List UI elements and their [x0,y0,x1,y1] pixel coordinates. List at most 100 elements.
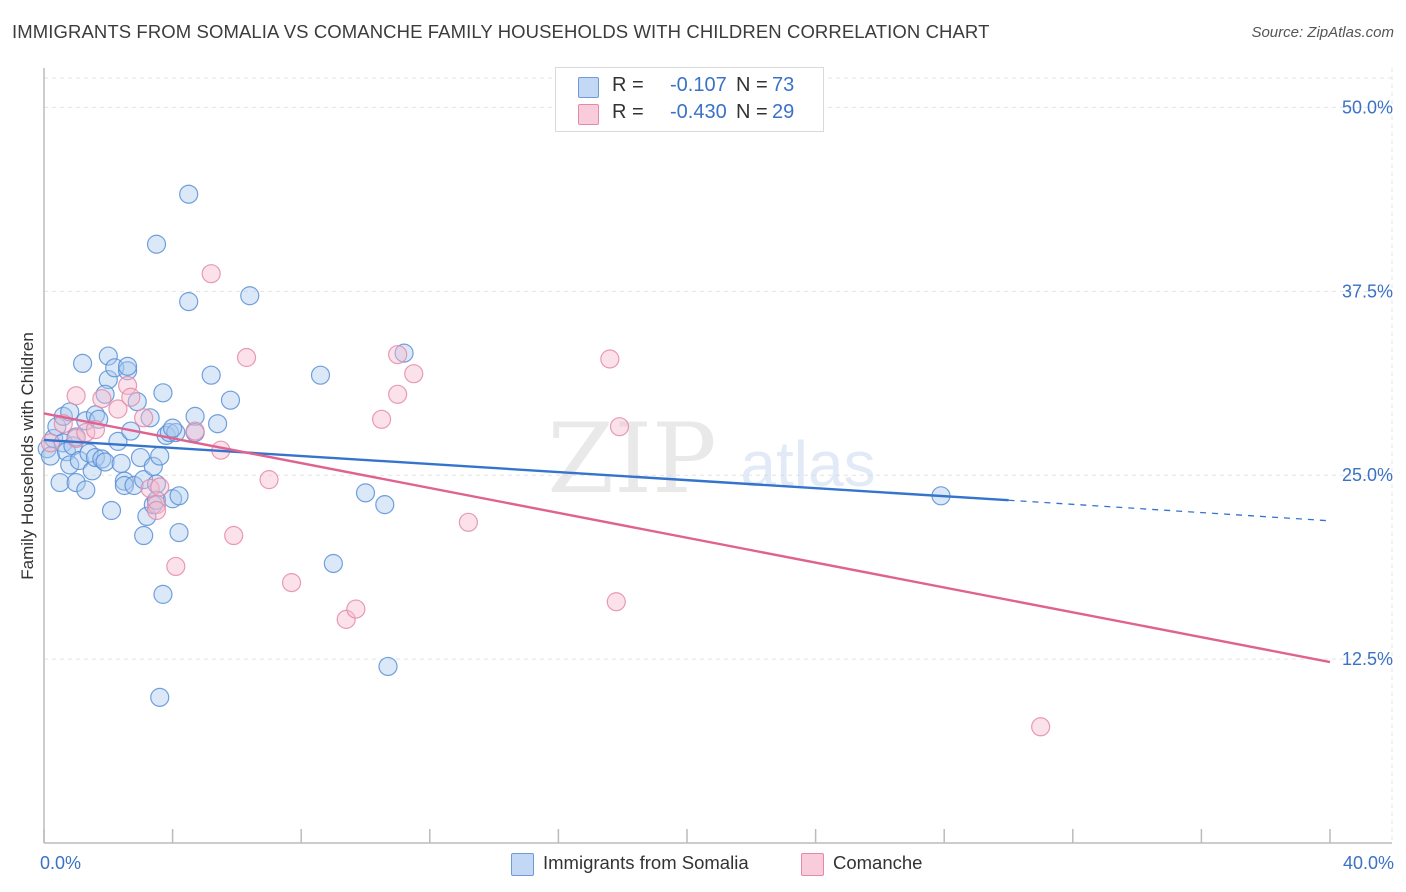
point-somalia [111,453,131,474]
source-credit: Source: ZipAtlas.com [1251,24,1394,41]
x-tick-label: 40.0% [1343,853,1394,873]
point-somalia [240,286,260,306]
point-comanche [1031,717,1051,737]
point-comanche [140,478,160,499]
point-somalia [378,656,398,677]
point-comanche [201,264,221,284]
point-somalia [50,472,70,493]
point-somalia [355,483,376,503]
point-somalia [201,365,221,385]
point-comanche [336,609,356,629]
point-comanche [40,433,61,453]
point-somalia [220,390,241,410]
legend-r-value: -0.107 [670,74,727,96]
point-somalia [72,353,93,374]
bottom-legend-swatch-somalia [511,853,534,876]
legend-r-label: R = [612,101,644,123]
legend-swatch-somalia [578,77,599,98]
point-comanche [259,470,279,490]
point-somalia [146,234,167,254]
point-somalia [153,383,173,403]
watermark-atlas: atlas [740,428,875,500]
point-somalia [117,356,138,376]
y-tick-label: 37.5% [1342,281,1393,301]
point-comanche [609,417,630,437]
y-axis-label: Family Households with Children [18,332,37,580]
legend-n-label: N = [736,74,768,96]
trend-line-comanche [43,412,1331,664]
point-somalia [124,475,144,496]
point-somalia [134,525,154,546]
point-somalia [92,449,112,469]
point-comanche [346,599,366,619]
y-tick-label: 25.0% [1342,465,1393,485]
bottom-legend-label-comanche: Comanche [833,852,923,873]
point-somalia [185,406,205,426]
trend-lines [43,412,1331,664]
point-comanche [92,389,112,409]
point-somalia [208,414,228,434]
data-points [37,184,1051,737]
point-comanche [371,409,392,429]
point-comanche [185,421,205,441]
point-comanche [134,408,154,428]
axes [43,68,1392,844]
legend-n-value: 29 [772,101,795,123]
legend-r-value: -0.430 [670,101,727,123]
watermark: ZIP atlas [547,403,875,515]
y-tick-label: 12.5% [1342,649,1393,669]
point-comanche [166,556,186,577]
point-somalia [394,343,414,363]
point-somalia [85,447,106,468]
point-somalia [60,455,80,475]
bottom-legend-swatch-comanche [801,853,824,876]
tick-labels: 12.5% 25.0% 37.5% 50.0% 0.0% 40.0% [40,97,1394,873]
legend-n-value: 73 [772,74,795,96]
point-somalia [101,500,122,521]
point-somalia [114,475,134,496]
point-comanche [121,387,141,407]
point-somalia [69,450,89,471]
point-comanche [281,573,302,593]
point-comanche [150,477,170,497]
point-somalia [117,361,138,381]
x-tick-label: 0.0% [40,853,81,873]
point-somalia [76,480,96,500]
point-somalia [150,687,170,707]
watermark-zip: ZIP [547,403,716,515]
point-somalia [153,584,173,604]
correlation-legend: R = -0.107 N = 73 R = -0.430 N = 29 [555,67,824,132]
point-comanche [600,349,620,369]
point-somalia [95,452,115,472]
point-somalia [179,292,199,312]
point-comanche [66,386,86,406]
point-somalia [150,446,170,466]
point-somalia [169,486,189,506]
point-comanche [146,500,167,521]
point-comanche [606,592,626,612]
point-comanche [224,525,244,546]
point-comanche [108,399,128,419]
point-somalia [66,472,86,493]
point-somalia [140,408,160,428]
point-comanche [458,512,478,532]
point-comanche [388,384,408,404]
point-somalia [163,418,183,438]
point-somalia [310,365,331,385]
bottom-legend-label-somalia: Immigrants from Somalia [543,852,749,873]
trend-extension-somalia [1008,499,1331,522]
point-somalia [114,471,134,491]
point-somalia [179,184,199,204]
point-comanche [404,364,424,384]
point-somalia [169,522,189,543]
point-somalia [375,495,395,515]
gridlines [44,68,1393,843]
legend-n-label: N = [736,101,768,123]
point-somalia [98,369,118,390]
legend-r-label: R = [612,74,644,96]
chart-title: IMMIGRANTS FROM SOMALIA VS COMANCHE FAMI… [12,21,990,42]
point-somalia [98,346,118,366]
trend-line-somalia [43,438,1009,502]
point-comanche [236,347,257,368]
